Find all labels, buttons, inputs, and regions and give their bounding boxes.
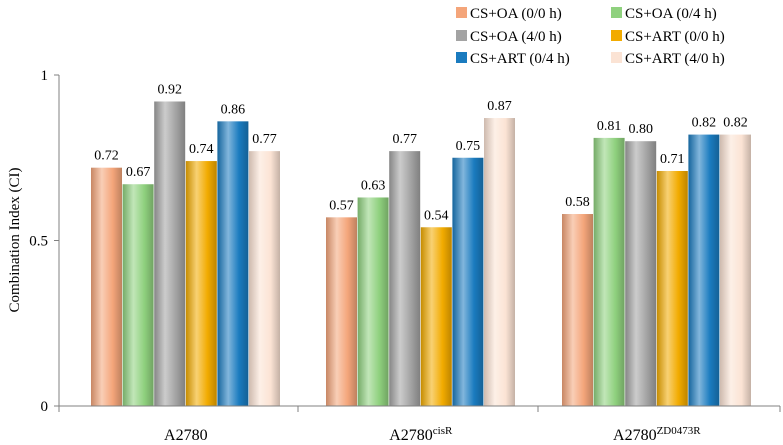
bar-1-series-3 — [154, 101, 186, 406]
y-tick-label-3: 1 — [41, 68, 49, 84]
legend-label-6: CS+ART (4/0 h) — [625, 51, 725, 67]
bar-2-series-4 — [420, 227, 452, 406]
data-label-1-series-4: 0.74 — [189, 142, 214, 157]
category-label-3: A2780ZD0473R — [613, 425, 701, 444]
data-labels-group: 0.72 0.67 0.92 0.74 0.86 0.77 0.57 0.63 0.77 0.54… — [94, 82, 748, 223]
y-axis-title: Combination Index (CI) — [7, 168, 23, 313]
legend-label-1: CS+OA (0/0 h) — [470, 6, 562, 22]
bar-3-series-1 — [562, 214, 593, 406]
bar-2-series-3 — [389, 151, 421, 406]
legend-label-2: CS+OA (0/4 h) — [625, 6, 717, 22]
y-tick-label-1: 0 — [41, 399, 49, 415]
legend-swatch-1 — [456, 7, 467, 18]
bar-3-series-6 — [720, 134, 751, 406]
data-label-3-series-1: 0.58 — [565, 195, 590, 210]
legend-label-5: CS+ART (0/4 h) — [470, 51, 570, 67]
bar-1-series-1 — [91, 167, 122, 406]
legend-swatch-5 — [456, 52, 467, 63]
data-label-3-series-6: 0.82 — [723, 116, 748, 131]
data-label-3-series-4: 0.71 — [660, 152, 685, 167]
axes-group: A2780 A2780cisR A2780ZD0473R 0 0.5 1 — [29, 68, 781, 444]
bar-3-series-2 — [593, 137, 625, 406]
data-label-2-series-6: 0.87 — [487, 99, 512, 114]
bar-2-series-6 — [484, 118, 515, 406]
data-label-2-series-4: 0.54 — [424, 208, 449, 223]
data-label-1-series-3: 0.92 — [157, 82, 182, 97]
data-label-3-series-3: 0.80 — [628, 122, 653, 137]
bar-3-series-4 — [656, 170, 688, 406]
legend-swatch-6 — [611, 52, 622, 63]
legend-swatch-4 — [611, 30, 622, 41]
category-label-1: A2780 — [164, 427, 208, 444]
bars-group — [91, 101, 751, 406]
data-label-3-series-5: 0.82 — [692, 116, 717, 131]
data-label-2-series-5: 0.75 — [456, 139, 481, 154]
legend-label-3: CS+OA (4/0 h) — [470, 29, 562, 45]
bar-1-series-5 — [217, 121, 249, 406]
data-label-2-series-3: 0.77 — [392, 132, 417, 147]
legend-swatch-3 — [456, 30, 467, 41]
bar-2-series-5 — [452, 157, 484, 406]
legend-swatch-2 — [611, 7, 622, 18]
data-label-1-series-2: 0.67 — [126, 165, 151, 180]
legend: CS+OA (0/0 h) CS+OA (0/4 h) CS+OA (4/0 h) C… — [456, 6, 725, 67]
bar-2-series-2 — [357, 197, 389, 406]
data-label-2-series-2: 0.63 — [361, 178, 386, 193]
bar-1-series-6 — [249, 151, 280, 406]
data-label-1-series-6: 0.77 — [252, 132, 277, 147]
bar-3-series-3 — [625, 141, 657, 406]
bar-2-series-1 — [326, 217, 357, 406]
category-label-2: A2780cisR — [389, 425, 453, 444]
data-label-1-series-1: 0.72 — [94, 149, 119, 164]
bar-1-series-4 — [185, 161, 217, 406]
data-label-3-series-2: 0.81 — [597, 119, 622, 134]
bar-3-series-5 — [688, 134, 720, 406]
bar-1-series-2 — [122, 184, 154, 406]
y-tick-label-2: 0.5 — [29, 234, 48, 250]
data-label-2-series-1: 0.57 — [329, 198, 354, 213]
legend-label-4: CS+ART (0/0 h) — [625, 29, 725, 45]
data-label-1-series-5: 0.86 — [221, 102, 246, 117]
